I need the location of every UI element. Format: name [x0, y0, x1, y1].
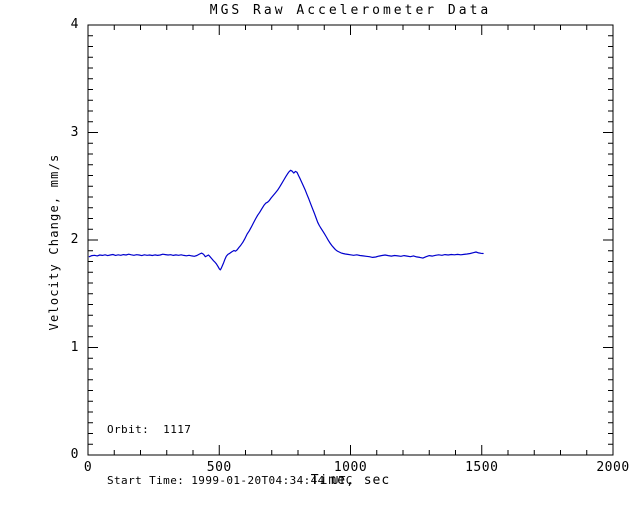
- y-tick-label: 2: [70, 232, 79, 247]
- y-tick-label: 3: [70, 124, 79, 140]
- x-axis-label: Time, sec: [310, 473, 391, 488]
- data-line: [88, 169, 484, 271]
- y-tick-label: 0: [70, 447, 79, 462]
- x-tick-label: 2000: [596, 460, 630, 475]
- chart-title: MGS Raw Accelerometer Data: [209, 3, 492, 18]
- x-tick-label: 0: [83, 460, 93, 475]
- x-tick-label: 500: [206, 460, 232, 475]
- y-tick-label: 4: [70, 17, 79, 32]
- x-tick-label: 1500: [465, 460, 499, 475]
- annotation-orbit: Orbit: 1117: [107, 423, 192, 436]
- annotation-block: Orbit: 1117 Start Time: 1999-01-20T04:34…: [107, 387, 353, 512]
- annotation-start-time: Start Time: 1999-01-20T04:34:44 UTC: [107, 474, 353, 487]
- y-tick-label: 1: [70, 339, 79, 355]
- x-tick-label: 1000: [333, 460, 368, 475]
- plot-frame: [87, 24, 614, 456]
